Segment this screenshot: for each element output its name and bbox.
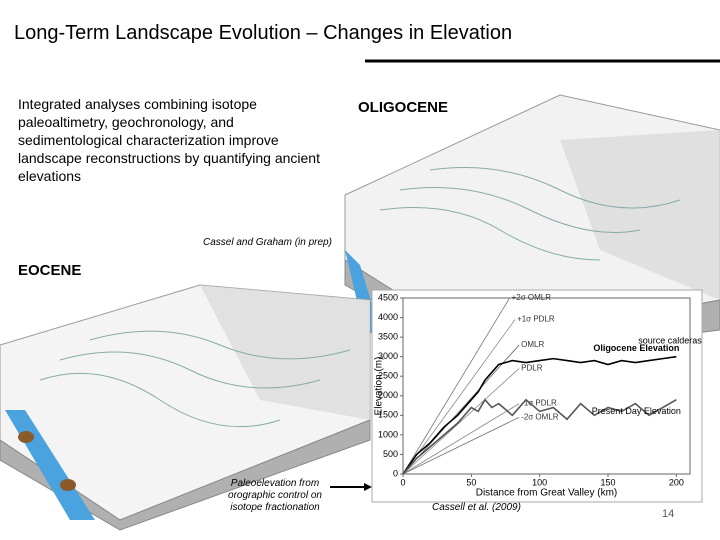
y-tick-label: 0 (393, 468, 398, 478)
y-tick-label: 2500 (378, 371, 398, 381)
annotation: source calderas (638, 335, 702, 345)
y-tick-label: 3000 (378, 351, 398, 361)
x-tick-label: 50 (466, 477, 476, 487)
series-label: -2σ OMLR (521, 412, 559, 421)
body-text: Integrated analyses combining isotope pa… (18, 96, 320, 184)
series-label: Present Day Elevation (592, 406, 681, 416)
diagram-label: OLIGOCENE (358, 99, 448, 116)
caption: Paleoelevation from orographic control o… (228, 478, 322, 513)
y-tick-label: 500 (383, 449, 398, 459)
eocene-diagram: EOCENE (0, 262, 371, 531)
y-tick-label: 2000 (378, 390, 398, 400)
x-tick-label: 200 (669, 477, 684, 487)
y-tick-label: 4500 (378, 292, 398, 302)
page-number: 14 (662, 508, 675, 520)
series-line (402, 297, 510, 475)
x-tick-label: 0 (400, 477, 405, 487)
series-label: +2σ OMLR (512, 293, 552, 302)
x-axis-label: Distance from Great Valley (km) (476, 488, 618, 499)
arrow-head (364, 483, 372, 491)
caption: Cassel and Graham (in prep) (203, 237, 332, 248)
series-line (402, 398, 677, 475)
x-tick-label: 100 (532, 477, 547, 487)
series-label: PDLR (521, 364, 543, 373)
series-line (402, 403, 520, 475)
y-tick-label: 4000 (378, 312, 398, 322)
series-line (402, 416, 520, 475)
y-axis-label: Elevation (m) (374, 357, 385, 416)
x-tick-label: 150 (600, 477, 615, 487)
series-line (402, 355, 677, 475)
y-tick-label: 1000 (378, 429, 398, 439)
y-tick-label: 1500 (378, 410, 398, 420)
series-line (402, 368, 520, 475)
slide-title: Long-Term Landscape Evolution – Changes … (14, 22, 513, 44)
series-line (402, 319, 516, 475)
series-label: -1σ PDLR (521, 399, 557, 408)
y-tick-label: 3500 (378, 331, 398, 341)
chart: 0 500 1000 1500 2000 2500 3000 3500 4000 4500 0 50 1… (374, 292, 703, 498)
series-label: OMLR (521, 340, 544, 349)
series-label: +1σ PDLR (517, 315, 555, 324)
caption: Cassell et al. (2009) (432, 502, 521, 513)
diagram-label: EOCENE (18, 262, 81, 279)
series-label: Oligocene Elevation (593, 343, 679, 353)
